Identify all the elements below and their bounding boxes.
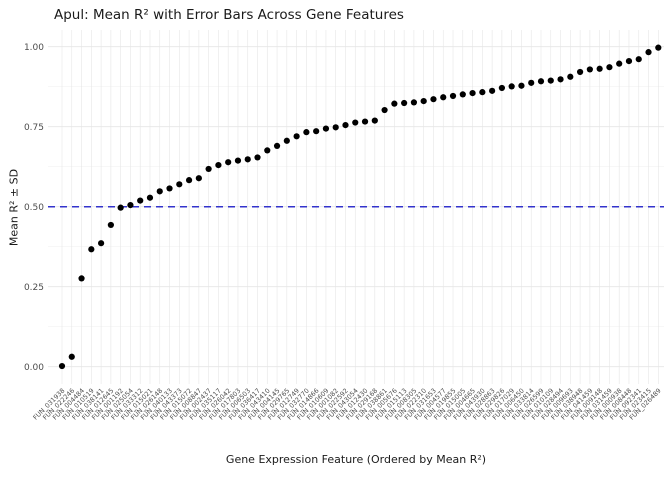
data-point	[410, 99, 418, 106]
data-point	[459, 91, 466, 98]
x-axis-title: Gene Expression Feature (Ordered by Mean…	[225, 453, 487, 466]
data-point	[361, 118, 369, 125]
data-point	[616, 60, 623, 67]
data-point	[146, 194, 154, 201]
data-point	[576, 68, 584, 76]
data-point	[381, 106, 388, 114]
y-tick-label: 0.50	[24, 203, 44, 213]
data-point	[293, 133, 300, 140]
data-point	[391, 100, 398, 107]
data-point	[68, 353, 75, 360]
data-point	[322, 125, 330, 132]
data-point	[508, 83, 515, 90]
data-point	[586, 66, 593, 73]
data-point	[98, 240, 105, 247]
data-point	[635, 56, 642, 63]
data-point	[264, 147, 271, 154]
data-point	[498, 84, 505, 92]
data-point	[166, 185, 173, 192]
data-point	[655, 44, 662, 51]
data-point	[117, 204, 124, 211]
data-point	[303, 129, 310, 136]
data-point	[352, 119, 359, 126]
data-point	[234, 157, 242, 164]
data-point	[645, 49, 652, 56]
data-point	[137, 197, 144, 204]
data-point	[420, 98, 427, 105]
y-tick-label: 1.00	[24, 43, 44, 53]
data-point	[254, 154, 261, 161]
data-point	[342, 122, 349, 129]
data-point	[596, 65, 603, 72]
data-point	[283, 137, 290, 144]
data-point	[371, 117, 378, 124]
data-point	[58, 362, 66, 370]
chart-title: Apul: Mean R² with Error Bars Across Gen…	[54, 7, 404, 23]
data-point	[430, 96, 437, 103]
data-point	[606, 64, 613, 71]
data-point	[185, 177, 193, 184]
data-point	[215, 162, 222, 169]
data-point	[332, 124, 339, 131]
data-point	[78, 275, 85, 282]
data-point	[127, 202, 134, 209]
data-point	[225, 159, 232, 166]
y-tick-label: 0.75	[24, 123, 44, 133]
data-point	[469, 90, 476, 97]
y-tick-label: 0.00	[24, 363, 44, 373]
data-point	[244, 156, 251, 163]
data-point	[528, 79, 535, 86]
data-point	[489, 87, 496, 94]
data-point	[537, 78, 545, 85]
data-point	[449, 92, 457, 100]
data-point	[313, 128, 320, 135]
data-point	[156, 188, 163, 195]
data-point	[547, 77, 554, 84]
data-point	[273, 142, 281, 149]
y-tick-label: 0.25	[24, 283, 44, 293]
data-point	[107, 221, 114, 229]
data-point	[479, 89, 486, 96]
data-point	[557, 76, 564, 83]
data-point	[625, 58, 633, 65]
data-point	[567, 73, 574, 80]
data-point	[176, 181, 183, 188]
plot-area: 0.000.250.500.751.00FUN_031938FUN_022246…	[24, 30, 664, 422]
data-point	[205, 165, 212, 173]
data-point	[88, 246, 95, 253]
data-point	[401, 99, 408, 107]
data-point	[195, 175, 202, 182]
data-point	[440, 94, 447, 101]
data-point	[518, 82, 525, 89]
